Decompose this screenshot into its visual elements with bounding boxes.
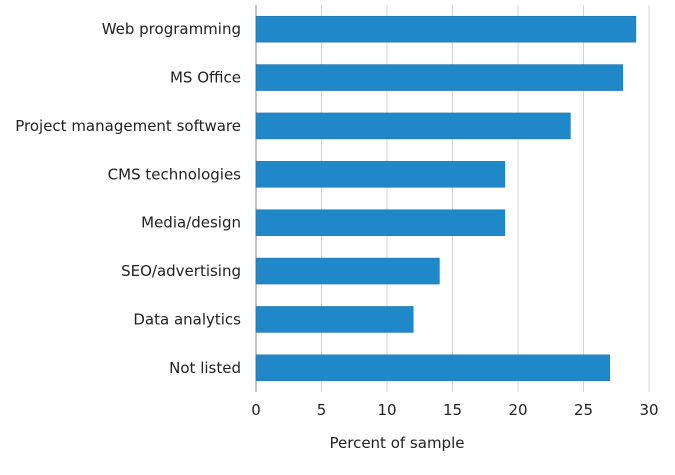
y-category-label: Project management software bbox=[15, 117, 241, 135]
bar bbox=[255, 112, 571, 140]
y-category-label: Media/design bbox=[141, 214, 241, 232]
y-category-label: Data analytics bbox=[133, 310, 241, 328]
bar bbox=[255, 209, 506, 236]
x-tick-label: 30 bbox=[639, 401, 658, 419]
bar bbox=[255, 354, 610, 382]
bar bbox=[255, 161, 506, 188]
x-tick-label: 20 bbox=[508, 401, 527, 419]
y-category-label: Web programming bbox=[102, 20, 241, 38]
x-tick-label: 0 bbox=[251, 401, 261, 419]
x-tick-label: 15 bbox=[443, 401, 462, 419]
y-category-label: MS Office bbox=[170, 69, 241, 87]
y-category-label: Not listed bbox=[169, 359, 241, 377]
bar bbox=[255, 306, 414, 333]
bar bbox=[255, 257, 440, 285]
x-tick-label: 10 bbox=[377, 401, 396, 419]
bar bbox=[255, 64, 624, 91]
y-category-label: SEO/advertising bbox=[121, 262, 241, 280]
y-category-label: CMS technologies bbox=[108, 165, 242, 183]
x-tick-label: 5 bbox=[317, 401, 327, 419]
bar bbox=[255, 15, 637, 43]
x-tick-label: 25 bbox=[574, 401, 593, 419]
x-axis-label: Percent of sample bbox=[330, 434, 465, 452]
